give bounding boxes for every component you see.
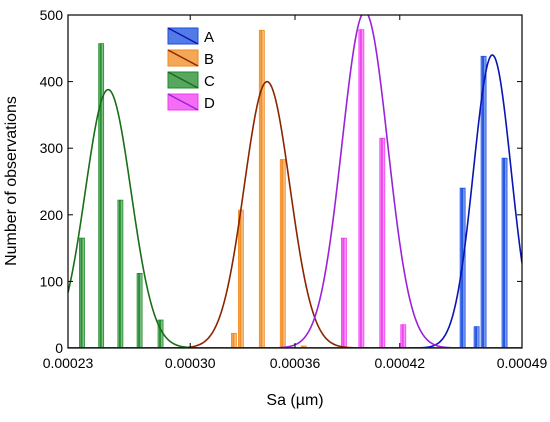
legend-label: B: [204, 51, 214, 68]
y-tick-label: 300: [40, 140, 64, 156]
bar-C-5-core: [159, 320, 162, 348]
legend-label: C: [204, 73, 215, 90]
legend-item-D: D: [167, 93, 215, 112]
y-tick-label: 0: [55, 340, 63, 356]
bar-B-3-core: [260, 30, 263, 348]
x-tick-label: 0.00030: [165, 355, 216, 371]
bar-A-3-core: [482, 56, 485, 348]
legend-label: A: [204, 29, 214, 46]
fit-curve-B: [68, 80, 522, 348]
bar-D-2-core: [359, 29, 362, 348]
axis-ticks: 0 100 200 300 400 500 0.00023 0.00030 0.00036 0.0…: [40, 7, 548, 371]
bar-C-3-core: [118, 200, 121, 348]
legend-label: D: [204, 95, 215, 112]
bar-C-1-core: [80, 238, 83, 348]
legend-item-C: C: [167, 71, 215, 90]
y-tick-label: 200: [40, 207, 64, 223]
bar-B-5-core: [302, 346, 305, 348]
x-tick-label: 0.00023: [43, 355, 94, 371]
fit-curve-A: [68, 54, 522, 348]
legend-item-B: B: [167, 49, 214, 68]
bar-C-2-core: [99, 43, 102, 348]
bars-layer: [79, 29, 508, 348]
bar-B-1-core: [232, 333, 235, 348]
plot-frame: [67, 14, 523, 349]
legend-line: [167, 49, 199, 67]
legend-line: [167, 93, 199, 111]
bar-D-4-core: [401, 324, 404, 348]
bar-D-3-core: [380, 138, 383, 348]
y-tick-label: 400: [40, 74, 64, 90]
y-tick-label: 100: [40, 273, 64, 289]
fit-curves-layer: [68, 15, 522, 348]
fit-curve-C: [68, 88, 522, 348]
bar-C-4-core: [138, 273, 141, 348]
fit-curve-D: [68, 15, 522, 348]
bar-D-1-core: [342, 238, 345, 348]
x-tick-label: 0.00049: [497, 355, 548, 371]
bar-B-2-core: [239, 210, 242, 348]
y-tick-label: 500: [40, 7, 64, 23]
x-tick-label: 0.00036: [270, 355, 321, 371]
x-axis-title: Sa (µm): [266, 392, 323, 409]
legend-line: [167, 71, 199, 89]
x-tick-label: 0.00042: [374, 355, 425, 371]
legend-line: [167, 27, 199, 45]
bar-B-4-core: [281, 159, 284, 348]
bar-A-2-core: [475, 326, 478, 348]
bar-A-4-core: [503, 158, 506, 348]
legend-item-A: A: [167, 27, 214, 46]
y-axis-title: Number of observations: [3, 96, 20, 266]
